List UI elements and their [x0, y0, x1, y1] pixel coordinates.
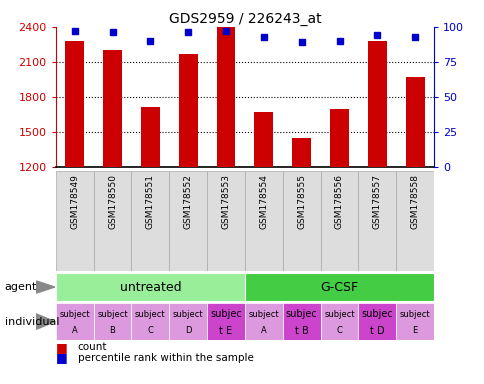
Bar — [282, 171, 320, 271]
Bar — [207, 171, 244, 271]
Text: percentile rank within the sample: percentile rank within the sample — [77, 353, 253, 363]
Text: ■: ■ — [56, 341, 67, 354]
Bar — [405, 77, 424, 167]
Text: subjec: subjec — [285, 309, 317, 319]
Bar — [254, 112, 273, 167]
Polygon shape — [36, 314, 55, 329]
Text: subjec: subjec — [210, 309, 242, 319]
Bar — [367, 41, 386, 167]
Title: GDS2959 / 226243_at: GDS2959 / 226243_at — [168, 12, 320, 26]
Text: subject: subject — [59, 310, 90, 319]
Bar — [140, 108, 159, 167]
Text: subjec: subjec — [361, 309, 393, 319]
Bar — [320, 171, 358, 271]
Bar — [169, 303, 207, 340]
Bar — [178, 54, 197, 167]
Text: D: D — [184, 326, 191, 335]
Text: ■: ■ — [56, 351, 67, 364]
Polygon shape — [36, 281, 55, 293]
Text: subject: subject — [323, 310, 354, 319]
Text: GSM178552: GSM178552 — [183, 174, 192, 229]
Text: subject: subject — [135, 310, 166, 319]
Bar — [131, 303, 169, 340]
Bar — [103, 50, 122, 167]
Text: C: C — [336, 326, 342, 335]
Text: t B: t B — [294, 326, 308, 336]
Text: GSM178558: GSM178558 — [410, 174, 419, 229]
Text: t D: t D — [369, 326, 384, 336]
Text: GSM178555: GSM178555 — [297, 174, 305, 229]
Bar — [358, 303, 395, 340]
Bar — [131, 171, 169, 271]
Bar — [56, 273, 244, 301]
Bar — [395, 171, 433, 271]
Text: subject: subject — [172, 310, 203, 319]
Text: agent: agent — [5, 282, 37, 292]
Text: A: A — [260, 326, 266, 335]
Text: GSM178554: GSM178554 — [259, 174, 268, 229]
Text: t E: t E — [219, 326, 232, 336]
Text: subject: subject — [248, 310, 279, 319]
Text: GSM178550: GSM178550 — [108, 174, 117, 229]
Text: GSM178553: GSM178553 — [221, 174, 230, 229]
Text: GSM178556: GSM178556 — [334, 174, 343, 229]
Bar — [56, 303, 93, 340]
Bar — [56, 171, 93, 271]
Text: individual: individual — [5, 316, 59, 327]
Bar — [65, 41, 84, 167]
Text: GSM178549: GSM178549 — [70, 174, 79, 229]
Text: subject: subject — [97, 310, 128, 319]
Bar — [244, 171, 282, 271]
Bar — [291, 138, 311, 167]
Bar — [216, 27, 235, 167]
Bar — [244, 303, 282, 340]
Text: subject: subject — [399, 310, 430, 319]
Bar — [207, 303, 244, 340]
Bar — [244, 273, 433, 301]
Bar — [330, 109, 348, 167]
Bar — [169, 171, 207, 271]
Bar — [320, 303, 358, 340]
Text: count: count — [77, 342, 107, 352]
Text: GSM178557: GSM178557 — [372, 174, 381, 229]
Text: C: C — [147, 326, 153, 335]
Text: B: B — [109, 326, 115, 335]
Text: A: A — [72, 326, 77, 335]
Text: G-CSF: G-CSF — [320, 281, 358, 293]
Text: 100%: 100% — [482, 27, 484, 37]
Bar — [93, 303, 131, 340]
Text: E: E — [412, 326, 417, 335]
Bar — [358, 171, 395, 271]
Bar — [282, 303, 320, 340]
Bar — [395, 303, 433, 340]
Bar — [93, 171, 131, 271]
Text: GSM178551: GSM178551 — [146, 174, 154, 229]
Text: untreated: untreated — [119, 281, 181, 293]
